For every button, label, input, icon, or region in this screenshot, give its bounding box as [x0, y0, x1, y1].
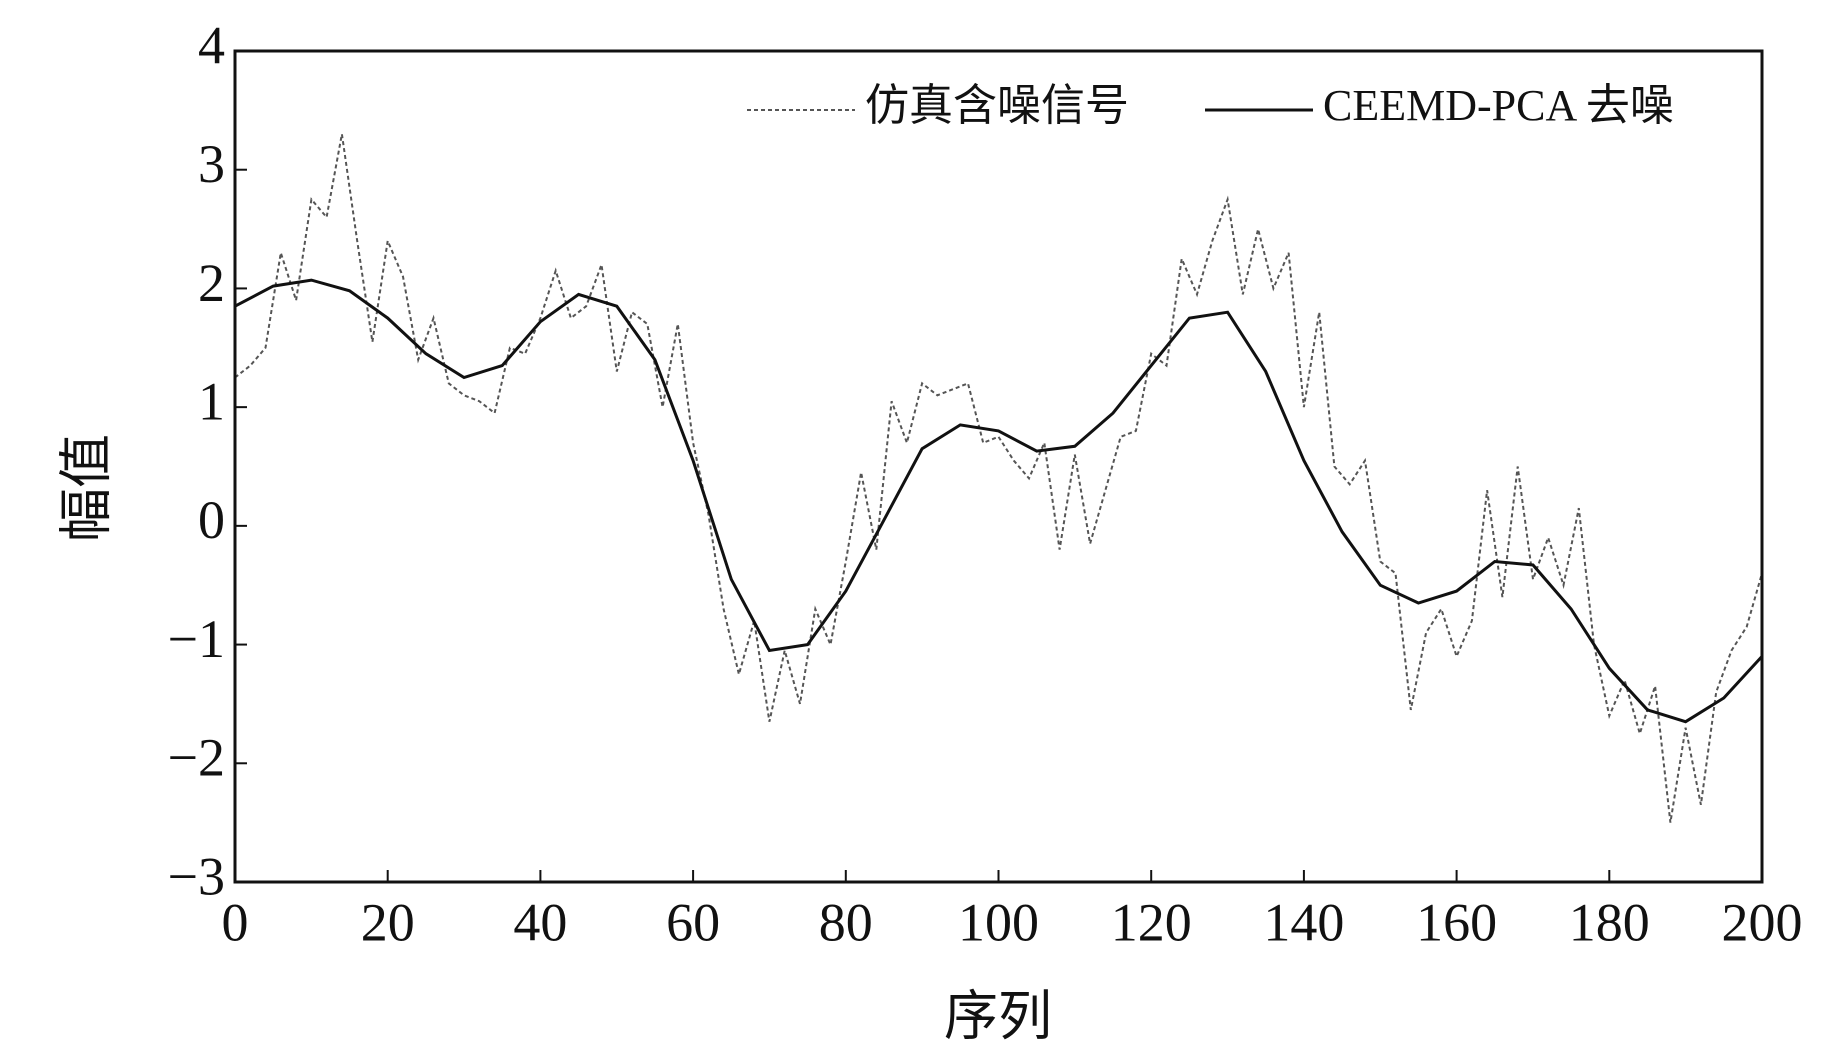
y-tick-label: 0: [198, 490, 225, 550]
x-axis-label: 序列: [944, 986, 1052, 1046]
x-tick-label: 120: [1111, 892, 1192, 952]
x-tick-label: 0: [222, 892, 249, 952]
y-tick-label: 1: [198, 372, 225, 432]
y-tick-label: 3: [198, 134, 225, 194]
x-tick-label: 180: [1569, 892, 1650, 952]
x-tick-label: 200: [1722, 892, 1803, 952]
y-tick-label: −2: [168, 728, 225, 788]
x-tick-label: 160: [1416, 892, 1497, 952]
x-tick-label: 80: [819, 892, 873, 952]
y-tick-label: 2: [198, 253, 225, 313]
y-tick-label: 4: [198, 15, 225, 75]
x-tick-label: 140: [1263, 892, 1344, 952]
y-tick-label: −1: [168, 609, 225, 669]
series-line: [234, 278, 1764, 724]
x-tick-label: 60: [666, 892, 720, 952]
x-tick-label: 20: [361, 892, 415, 952]
series-line: [234, 133, 1763, 823]
legend-label: 仿真含噪信号: [865, 81, 1129, 130]
x-tick-label: 40: [513, 892, 567, 952]
legend-label: CEEMD-PCA 去噪: [1323, 81, 1674, 130]
x-tick-label: 100: [958, 892, 1039, 952]
y-axis-label: 幅值: [56, 434, 116, 542]
y-tick-label: −3: [168, 846, 225, 906]
plot-frame: [233, 49, 1764, 884]
